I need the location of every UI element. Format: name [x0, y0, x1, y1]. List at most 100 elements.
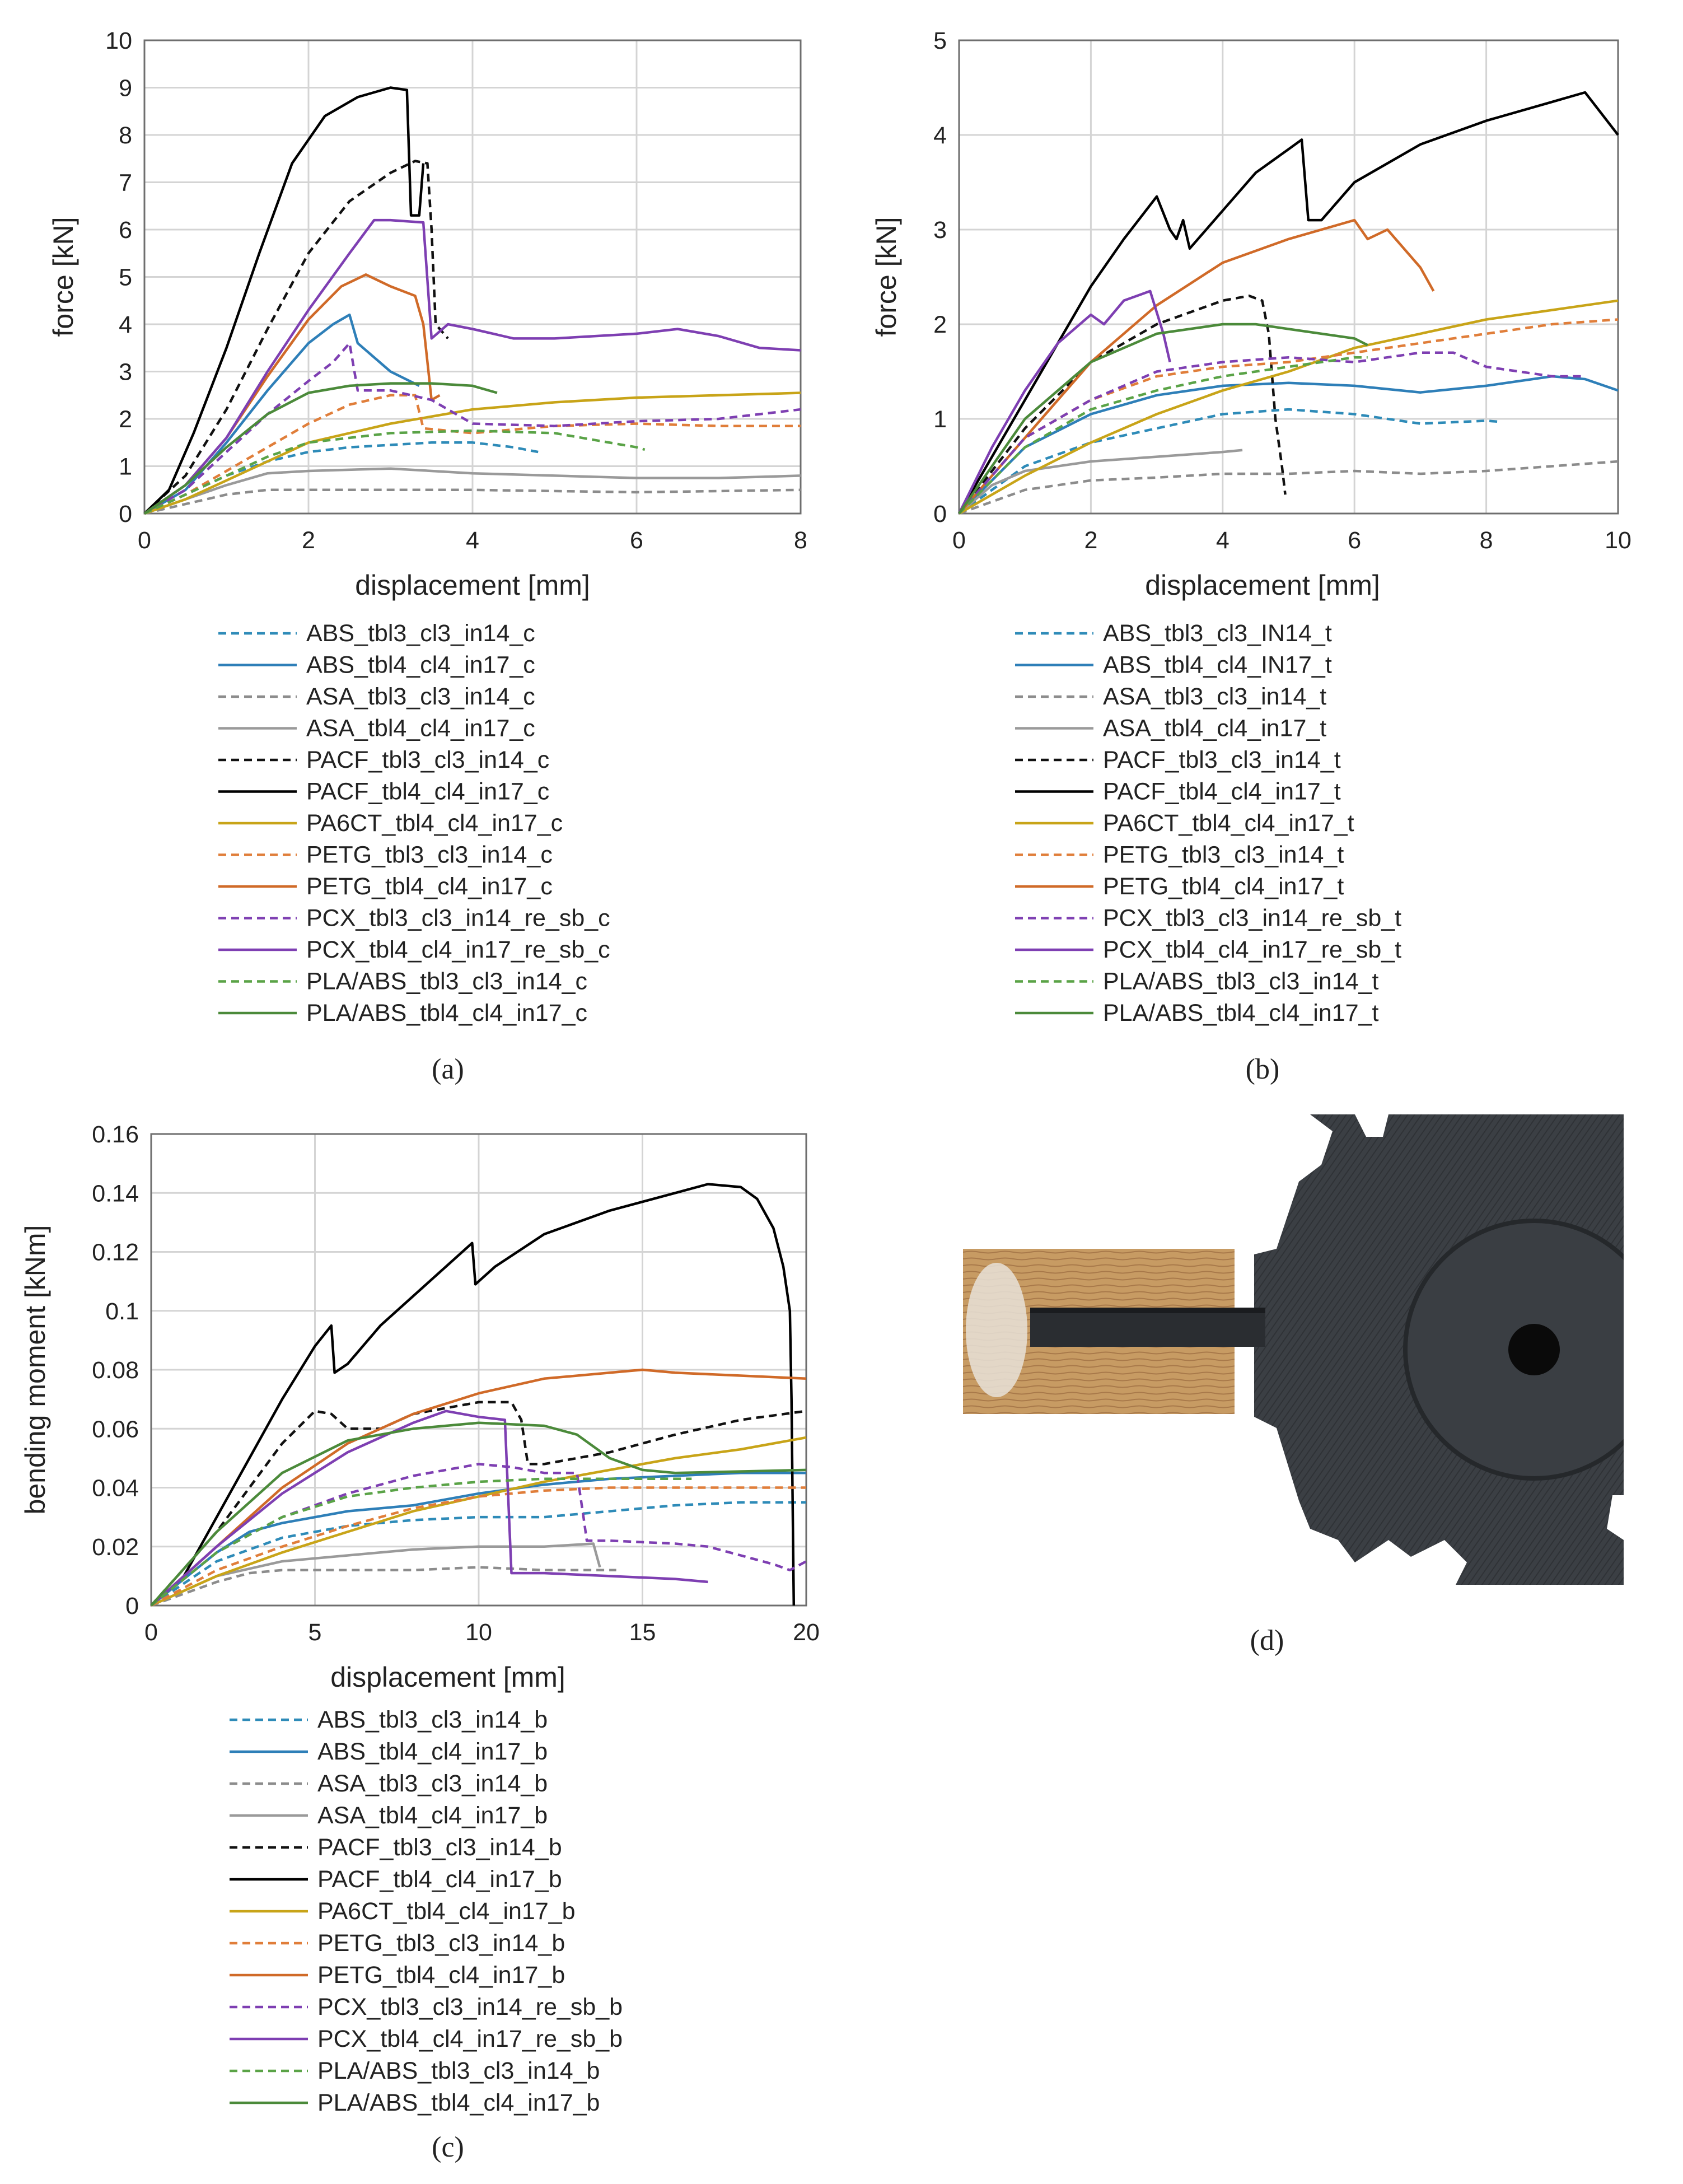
legend-label: ASA_tbl3_cl3_in14_c [306, 683, 535, 710]
x-tick-label: 6 [1348, 527, 1361, 554]
rod [1030, 1313, 1265, 1347]
legend-label: PCX_tbl4_cl4_in17_re_sb_t [1103, 936, 1401, 963]
y-tick-label: 0.1 [105, 1298, 139, 1325]
series-line [958, 375, 1619, 515]
legend-label: ABS_tbl4_cl4_IN17_t [1103, 652, 1332, 679]
series-line [144, 467, 801, 515]
legend-label: PLA/ABS_tbl4_cl4_in17_t [1103, 1000, 1379, 1026]
y-tick-label: 1 [119, 454, 132, 480]
y-tick-label: 0.08 [92, 1357, 139, 1384]
y-tick-label: 0.02 [92, 1534, 139, 1561]
plot-frame [150, 1133, 807, 1607]
legend-label: PACF_tbl4_cl4_in17_c [306, 778, 549, 805]
legend-label: PACF_tbl3_cl3_in14_t [1103, 746, 1341, 773]
x-tick-label: 6 [630, 527, 643, 554]
x-axis-label: displacement [mm] [330, 1662, 565, 1693]
series-line [958, 408, 1500, 515]
series-line [150, 1421, 807, 1607]
x-tick-label: 5 [308, 1619, 322, 1646]
legend-label: PA6CT_tbl4_cl4_in17_b [317, 1898, 576, 1925]
caption-a: (a) [432, 1053, 464, 1085]
legend-label: PCX_tbl3_cl3_in14_re_sb_t [1103, 905, 1401, 932]
legend-label: ABS_tbl3_cl3_in14_c [306, 620, 535, 647]
series-line [143, 342, 801, 515]
legend-label: PCX_tbl3_cl3_in14_re_sb_b [317, 1994, 623, 2020]
legend-label: PACF_tbl4_cl4_in17_b [317, 1866, 562, 1893]
y-axis-label: force [kN] [871, 217, 902, 337]
caption-b: (b) [1245, 1053, 1280, 1085]
series-line [151, 1436, 807, 1607]
y-tick-label: 3 [119, 359, 132, 386]
series-line [151, 1566, 616, 1607]
x-tick-label: 4 [1216, 527, 1229, 554]
series-line [150, 1368, 807, 1607]
x-axis-label: displacement [mm] [355, 570, 590, 601]
legend-label: PA6CT_tbl4_cl4_in17_c [306, 810, 563, 837]
series-line [144, 441, 539, 515]
x-tick-label: 20 [793, 1619, 820, 1646]
legend-label: PLA/ABS_tbl3_cl3_in14_c [306, 968, 587, 995]
legend-label: PA6CT_tbl4_cl4_in17_t [1103, 810, 1354, 837]
y-tick-label: 9 [119, 75, 132, 102]
y-tick-label: 2 [119, 406, 132, 433]
legend-label: PLA/ABS_tbl3_cl3_in14_t [1103, 968, 1379, 995]
legend-label: ASA_tbl4_cl4_in17_b [317, 1802, 548, 1829]
y-axis-label: bending moment [kNm] [20, 1225, 51, 1515]
x-tick-label: 2 [1084, 527, 1097, 554]
series-line [958, 299, 1619, 515]
y-axis-label: force [kN] [48, 217, 79, 337]
x-tick-label: 0 [144, 1619, 158, 1646]
y-tick-label: 0 [933, 501, 947, 528]
y-tick-label: 8 [119, 122, 132, 149]
series-line [958, 356, 1368, 515]
legend-label: ASA_tbl3_cl3_in14_b [317, 1770, 548, 1797]
legend-label: PETG_tbl3_cl3_in14_c [306, 842, 553, 869]
x-tick-label: 0 [952, 527, 966, 554]
series-line [143, 160, 449, 515]
series-line [958, 318, 1619, 515]
legend-label: ABS_tbl3_cl3_in14_b [317, 1706, 548, 1733]
series-group [957, 91, 1619, 515]
y-tick-label: 0.14 [92, 1180, 139, 1207]
series-line [143, 382, 498, 515]
legend-label: PCX_tbl3_cl3_in14_re_sb_c [306, 905, 610, 932]
legend-label: ABS_tbl3_cl3_IN14_t [1103, 620, 1332, 647]
plot-frame [958, 39, 1619, 515]
y-tick-label: 5 [933, 27, 947, 54]
series-line [958, 449, 1243, 515]
caption-d: (d) [1250, 1625, 1284, 1656]
x-tick-label: 8 [1480, 527, 1493, 554]
x-axis-label: displacement [mm] [1145, 570, 1380, 601]
legend-label: ASA_tbl4_cl4_in17_c [306, 715, 535, 742]
x-tick-label: 8 [794, 527, 807, 554]
series-group [150, 1183, 807, 1607]
legend-label: PCX_tbl4_cl4_in17_re_sb_c [306, 936, 610, 963]
legend-label: PETG_tbl3_cl3_in14_t [1103, 842, 1344, 869]
legend: ABS_tbl3_cl3_in14_b ABS_tbl4_cl4_in17_b AS… [230, 1706, 623, 2116]
y-tick-label: 5 [119, 264, 132, 291]
legend-label: PLA/ABS_tbl4_cl4_in17_c [306, 1000, 587, 1026]
series-line [959, 460, 1619, 515]
x-tick-label: 2 [302, 527, 315, 554]
legend: ABS_tbl3_cl3_IN14_t ABS_tbl4_cl4_IN17_t AS… [1015, 620, 1401, 1026]
legend-label: ABS_tbl4_cl4_in17_b [317, 1738, 548, 1765]
legend-label: PACF_tbl4_cl4_in17_t [1103, 778, 1341, 805]
series-line [150, 1471, 806, 1607]
series-line [150, 1410, 708, 1607]
series-line [958, 351, 1586, 515]
series-line [144, 391, 801, 515]
legend-label: PACF_tbl3_cl3_in14_c [306, 746, 549, 773]
series-line [143, 218, 801, 515]
series-line [958, 91, 1619, 515]
legend-label: ASA_tbl3_cl3_in14_t [1103, 683, 1326, 710]
series-line [957, 290, 1171, 515]
y-tick-label: 0 [119, 501, 132, 528]
series-line [150, 1401, 807, 1607]
legend-label: PETG_tbl4_cl4_in17_b [317, 1962, 565, 1989]
y-tick-label: 4 [933, 122, 947, 149]
y-tick-label: 0.06 [92, 1416, 139, 1443]
x-tick-label: 10 [465, 1619, 492, 1646]
caption-c: (c) [432, 2131, 464, 2163]
y-tick-label: 6 [119, 217, 132, 244]
plot-frame [143, 39, 802, 515]
